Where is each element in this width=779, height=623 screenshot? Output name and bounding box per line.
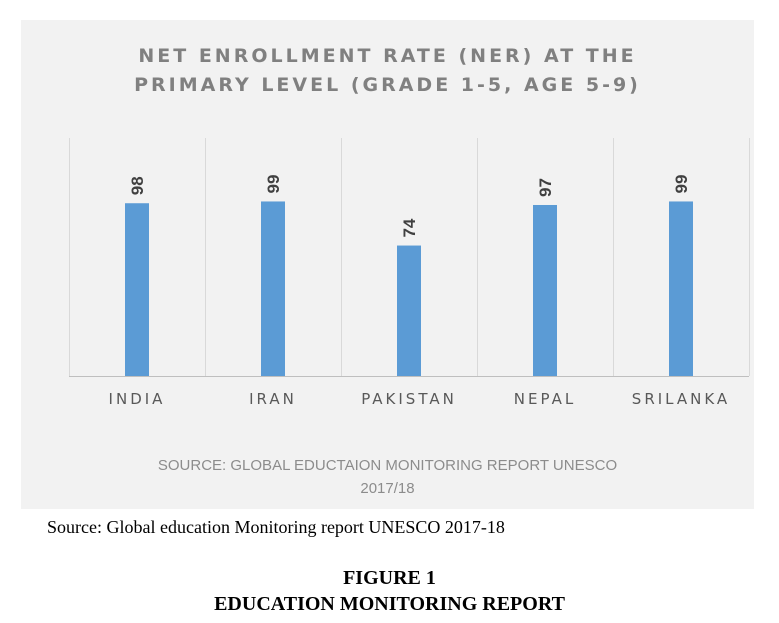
chart-title: NET ENROLLMENT RATE (NER) AT THE PRIMARY… [21, 42, 754, 100]
bar-iran [261, 201, 285, 376]
figure-title: EDUCATION MONITORING REPORT [214, 593, 565, 615]
chart-source-line-1: SOURCE: GLOBAL EDUCTAION MONITORING REPO… [157, 457, 618, 474]
chart-title-line-1: NET ENROLLMENT RATE (NER) AT THE [138, 45, 637, 67]
bar-chart: 98 INDIA 99 IRAN 74 PAKISTAN 97 NEPAL 99 SRILANKA [69, 138, 750, 408]
figure-caption: FIGURE 1 EDUCATION MONITORING REPORT [0, 565, 779, 617]
x-tick-label-iran: IRAN [249, 390, 297, 408]
chart-source-line-2: 2017/18 [360, 480, 415, 497]
data-label-nepal: 97 [536, 178, 555, 197]
figure-number: FIGURE 1 [343, 567, 436, 589]
data-label-srilanka: 99 [672, 175, 691, 194]
x-tick-label-pakistan: PAKISTAN [361, 390, 457, 408]
bar-pakistan [397, 245, 421, 376]
figure-source-caption: Source: Global education Monitoring repo… [47, 517, 505, 537]
bar-nepal [533, 204, 557, 376]
x-tick-label-india: INDIA [109, 390, 166, 408]
bar-srilanka [669, 201, 693, 376]
chart-source-note: SOURCE: GLOBAL EDUCTAION MONITORING REPO… [21, 454, 754, 500]
data-label-india: 98 [128, 176, 147, 195]
x-tick-label-srilanka: SRILANKA [632, 390, 730, 408]
chart-title-line-2: PRIMARY LEVEL (GRADE 1-5, AGE 5-9) [134, 74, 641, 96]
data-label-pakistan: 74 [400, 218, 419, 237]
data-label-iran: 99 [264, 175, 283, 194]
chart-panel: NET ENROLLMENT RATE (NER) AT THE PRIMARY… [21, 20, 754, 509]
x-tick-label-nepal: NEPAL [514, 390, 576, 408]
bar-india [125, 203, 149, 376]
